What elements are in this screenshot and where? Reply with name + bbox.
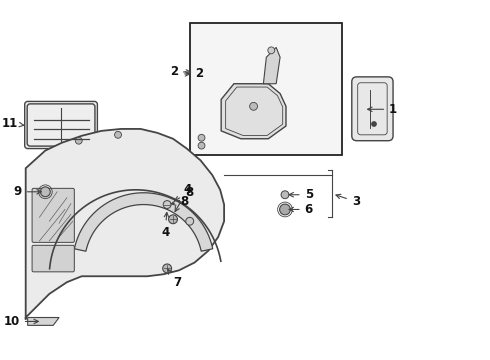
Circle shape bbox=[249, 102, 258, 110]
Circle shape bbox=[281, 191, 289, 199]
Circle shape bbox=[163, 201, 171, 208]
FancyBboxPatch shape bbox=[32, 245, 74, 272]
Text: 5: 5 bbox=[289, 188, 313, 201]
Polygon shape bbox=[25, 129, 224, 319]
Polygon shape bbox=[74, 193, 213, 251]
FancyBboxPatch shape bbox=[352, 77, 393, 141]
Text: 11: 11 bbox=[1, 117, 24, 130]
Circle shape bbox=[115, 131, 122, 138]
Circle shape bbox=[268, 47, 275, 54]
FancyBboxPatch shape bbox=[24, 102, 98, 149]
Circle shape bbox=[163, 264, 172, 273]
Text: 4: 4 bbox=[175, 183, 192, 211]
Bar bbox=[190, 23, 342, 156]
Circle shape bbox=[169, 215, 177, 224]
Text: 6: 6 bbox=[289, 203, 313, 216]
Text: 9: 9 bbox=[14, 185, 41, 198]
Circle shape bbox=[86, 137, 91, 142]
Text: 7: 7 bbox=[168, 269, 181, 289]
Circle shape bbox=[186, 217, 194, 225]
Circle shape bbox=[41, 187, 50, 197]
Circle shape bbox=[75, 137, 82, 144]
Text: 4: 4 bbox=[161, 212, 170, 239]
Text: 8: 8 bbox=[171, 195, 188, 208]
Circle shape bbox=[198, 142, 205, 149]
Circle shape bbox=[372, 122, 376, 126]
Polygon shape bbox=[264, 48, 280, 84]
Text: 3: 3 bbox=[336, 194, 360, 208]
FancyBboxPatch shape bbox=[32, 188, 74, 242]
Circle shape bbox=[280, 204, 291, 215]
Circle shape bbox=[198, 134, 205, 141]
Text: 10: 10 bbox=[3, 315, 38, 328]
Polygon shape bbox=[27, 318, 59, 325]
Text: 2: 2 bbox=[170, 66, 191, 78]
Text: 8: 8 bbox=[174, 186, 193, 201]
Text: 1: 1 bbox=[368, 103, 397, 116]
Text: 2: 2 bbox=[195, 67, 203, 80]
Polygon shape bbox=[221, 84, 286, 139]
